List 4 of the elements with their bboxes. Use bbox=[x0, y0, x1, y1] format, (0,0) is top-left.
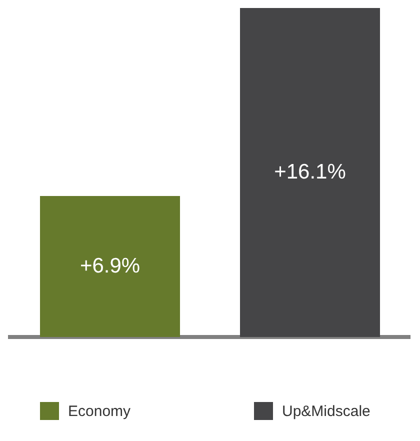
data-label: +16.1% bbox=[274, 160, 346, 184]
x-tick-label: Economy bbox=[68, 402, 131, 420]
data-label: +6.9% bbox=[80, 254, 140, 278]
x-tick-label: Up&Midscale bbox=[282, 402, 370, 420]
